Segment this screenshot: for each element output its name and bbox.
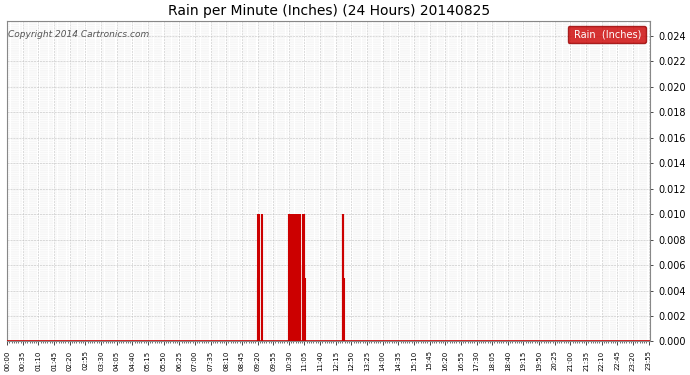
Text: Copyright 2014 Cartronics.com: Copyright 2014 Cartronics.com — [8, 30, 150, 39]
Title: Rain per Minute (Inches) (24 Hours) 20140825: Rain per Minute (Inches) (24 Hours) 2014… — [168, 4, 490, 18]
Legend: Rain  (Inches): Rain (Inches) — [567, 26, 646, 44]
